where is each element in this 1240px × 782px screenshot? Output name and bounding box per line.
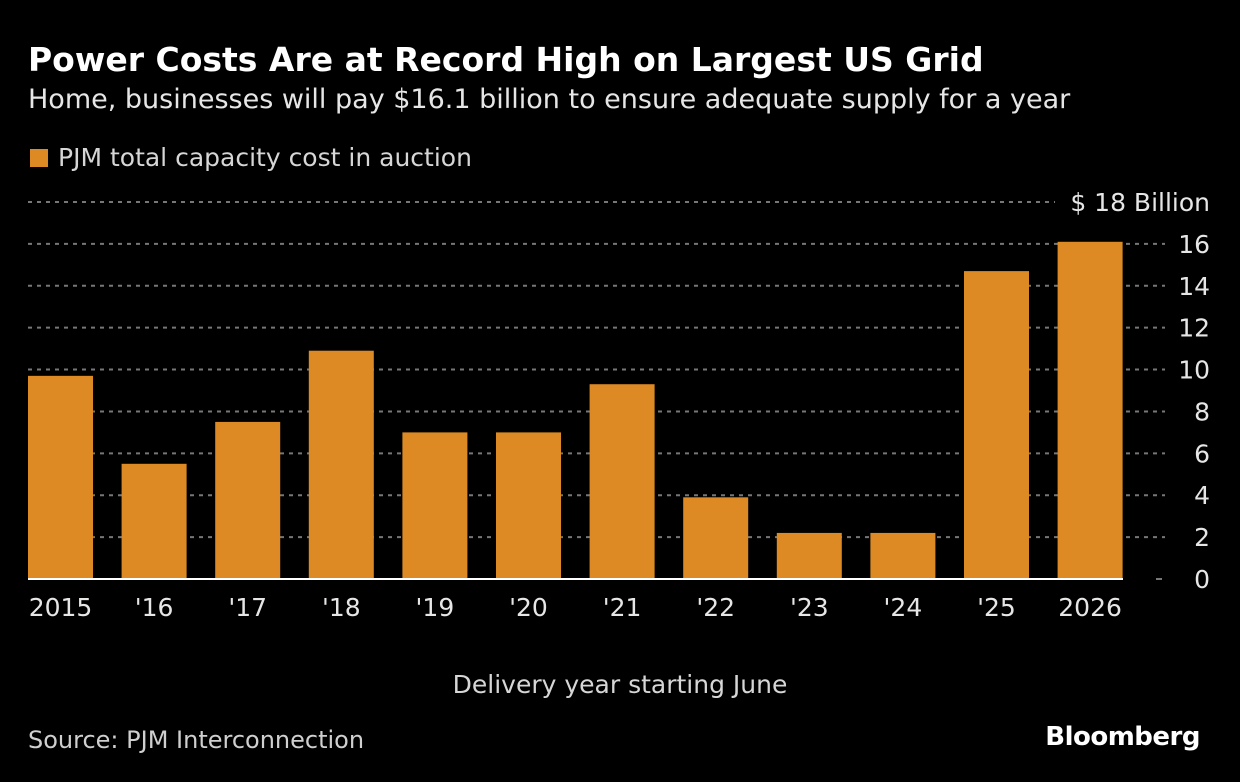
legend: PJM total capacity cost in auction [30, 143, 472, 172]
bar [402, 432, 468, 579]
bar [870, 532, 936, 579]
x-tick-label: '21 [603, 593, 642, 622]
y-tick-label: 4 [1194, 481, 1210, 510]
y-tick-label: 6 [1194, 439, 1210, 468]
bar [28, 375, 93, 579]
y-tick-label: 10 [1178, 356, 1210, 385]
x-tick-label: '22 [696, 593, 735, 622]
bar [1057, 241, 1123, 580]
source-note: Source: PJM Interconnection [28, 726, 365, 754]
y-tick-label: 12 [1178, 314, 1210, 343]
x-tick-label: '20 [509, 593, 548, 622]
legend-swatch [30, 148, 48, 167]
x-tick-label: '19 [416, 593, 455, 622]
bar [589, 384, 655, 579]
chart-title: Power Costs Are at Record High on Larges… [28, 40, 984, 79]
bar [308, 350, 374, 579]
bar [496, 432, 561, 579]
y-tick-label: 14 [1178, 272, 1210, 301]
y-tick-label: 2 [1194, 523, 1210, 552]
x-tick-label: '18 [322, 593, 361, 622]
x-tick-label: 2015 [29, 593, 93, 622]
x-tick-label: '23 [790, 593, 829, 622]
y-tick-label: 0 [1194, 565, 1210, 594]
y-tick-label: 8 [1194, 397, 1210, 426]
bar [776, 532, 842, 579]
x-tick-label: 2026 [1058, 593, 1122, 622]
y-tick-label: 16 [1178, 230, 1210, 259]
bar [215, 421, 281, 579]
bar [121, 463, 187, 579]
legend-label: PJM total capacity cost in auction [58, 143, 472, 172]
x-tick-label: '25 [977, 593, 1016, 622]
x-tick-label: '24 [884, 593, 923, 622]
y-tick-label: $ 18 Billion [1070, 188, 1210, 217]
x-tick-label: '17 [228, 593, 267, 622]
bar [964, 271, 1029, 579]
bar [683, 497, 749, 579]
bloomberg-logo: Bloomberg [1045, 722, 1200, 752]
x-tick-label: '16 [135, 593, 174, 622]
chart-subtitle: Home, businesses will pay $16.1 billion … [28, 84, 1071, 115]
x-axis-title: Delivery year starting June [452, 670, 788, 699]
